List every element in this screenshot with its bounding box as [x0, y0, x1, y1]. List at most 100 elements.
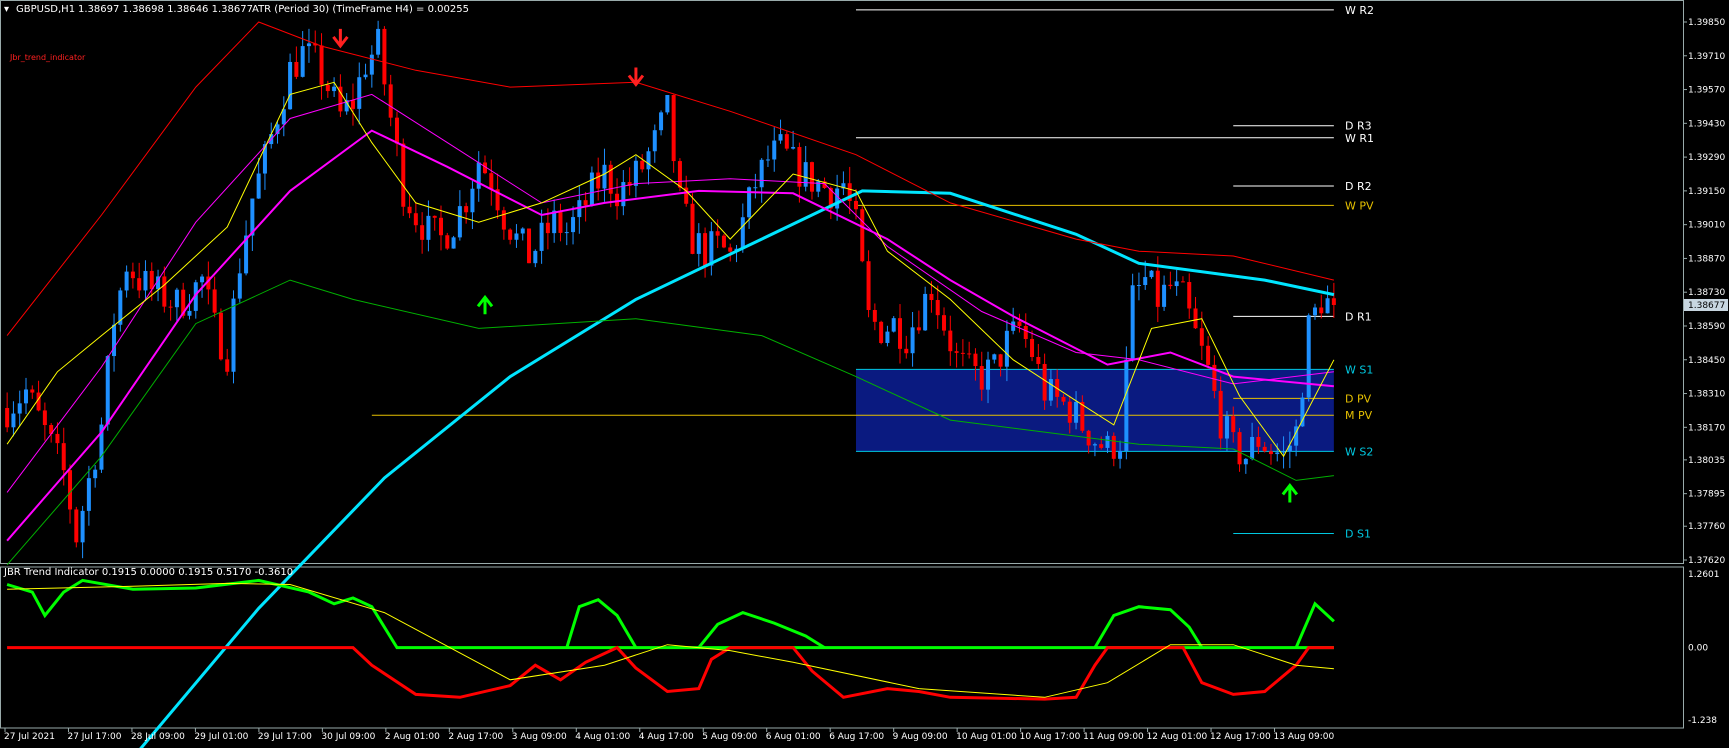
candle-body [451, 237, 456, 249]
candle-body [1143, 277, 1148, 286]
pivot-label: D PV [1345, 392, 1372, 405]
time-tick-label: 30 Jul 09:00 [321, 732, 375, 742]
sub-tick-label: 1.2601 [1688, 570, 1720, 580]
price-tick-label: 1.38450 [1688, 356, 1725, 366]
candle-body [986, 359, 991, 390]
candle-body [1080, 401, 1085, 431]
candle-body [275, 124, 280, 135]
candle-body [1124, 359, 1129, 451]
indicator-name: Jbr_trend_indicator [10, 53, 86, 62]
jbr-series-line [7, 582, 1334, 698]
price-tick-label: 1.39290 [1688, 153, 1725, 163]
candle-body [130, 271, 135, 279]
candle-body [483, 162, 488, 174]
sub-tick-label: -1.238 [1688, 716, 1717, 726]
candle-body [684, 187, 689, 204]
time-tick-label: 5 Aug 09:00 [702, 732, 757, 742]
candle-body [1074, 401, 1079, 423]
pivot-label: D S1 [1345, 527, 1371, 540]
candle-body [36, 392, 41, 411]
candle-body [300, 46, 305, 77]
candle-body [847, 183, 852, 201]
moving-average-line [6, 81, 1335, 458]
candle-body [149, 270, 154, 290]
candle-body [118, 290, 123, 325]
candle-body [784, 134, 789, 149]
moving-average-line [6, 93, 1334, 493]
candle-body [1199, 328, 1204, 346]
symbol-menu-icon[interactable]: ▾ [4, 4, 10, 15]
time-tick-label: 13 Aug 09:00 [1274, 732, 1335, 742]
time-tick-label: 6 Aug 01:00 [766, 732, 821, 742]
candle-body [615, 193, 620, 207]
price-tick-label: 1.37895 [1688, 490, 1725, 500]
candle-body [1168, 284, 1173, 287]
candle-body [677, 161, 682, 188]
candle-body [910, 327, 915, 354]
candle-body [350, 100, 355, 109]
candle-body [319, 45, 324, 85]
jbr-series-line [697, 610, 826, 649]
candle-body [445, 235, 450, 249]
candle-body [288, 61, 293, 110]
candle-body [137, 278, 142, 291]
candle-body [1224, 416, 1229, 439]
pivot-label: W R2 [1345, 4, 1374, 17]
candle-body [1206, 345, 1211, 365]
candle-body [1312, 307, 1317, 316]
candle-body [1262, 446, 1267, 452]
candle-body [633, 160, 638, 186]
candle-body [765, 159, 770, 161]
candle-body [533, 250, 538, 264]
candle-body [42, 410, 47, 426]
buy-arrow-icon [476, 294, 494, 315]
candle-body [244, 235, 249, 274]
candle-body [759, 159, 764, 188]
candle-body [124, 271, 129, 291]
candle-body [608, 164, 613, 194]
candle-body [1180, 281, 1185, 283]
candle-body [1331, 298, 1336, 305]
sub-window-frame [0, 566, 1684, 729]
candle-body [652, 130, 657, 152]
time-tick-label: 11 Aug 09:00 [1083, 732, 1144, 742]
time-tick-label: 28 Jul 09:00 [131, 732, 185, 742]
candle-body [1105, 435, 1110, 448]
candle-body [68, 470, 73, 510]
candle-body [860, 209, 865, 262]
candle-body [168, 306, 173, 308]
candle-body [1319, 307, 1324, 314]
candle-body [489, 173, 494, 190]
atr-label: ATR (Period 30) (TimeFrame H4) = 0.00255 [252, 4, 469, 15]
ohlc-label: 1.38697 1.38698 1.38646 1.38677 [78, 4, 253, 15]
time-tick-label: 12 Aug 17:00 [1210, 732, 1271, 742]
candle-body [438, 217, 443, 236]
candle-body [803, 162, 808, 187]
jbr-series-line [6, 578, 1334, 650]
candle-body [1042, 363, 1047, 401]
candle-body [571, 217, 576, 233]
candle-body [369, 54, 374, 75]
main-window-frame [0, 0, 1684, 564]
moving-average-line [6, 129, 1334, 542]
candle-body [853, 200, 858, 210]
candle-body [816, 181, 821, 192]
candle-body [1243, 458, 1248, 465]
candle-body [1162, 284, 1167, 307]
candle-body [1149, 270, 1154, 278]
sell-arrow-icon [627, 67, 645, 87]
candle-body [250, 198, 255, 236]
time-tick-label: 2 Aug 17:00 [448, 732, 503, 742]
candle-body [822, 181, 827, 188]
candle-body [1212, 364, 1217, 391]
candle-body [973, 353, 978, 367]
time-tick-label: 12 Aug 01:00 [1147, 732, 1208, 742]
buy-arrow-icon [1281, 483, 1299, 503]
candle-body [929, 293, 934, 301]
candle-body [772, 140, 777, 160]
candle-body [942, 315, 947, 331]
candle-body [212, 289, 217, 313]
candle-body [527, 228, 532, 264]
candle-body [281, 109, 286, 125]
candle-body [5, 408, 10, 428]
